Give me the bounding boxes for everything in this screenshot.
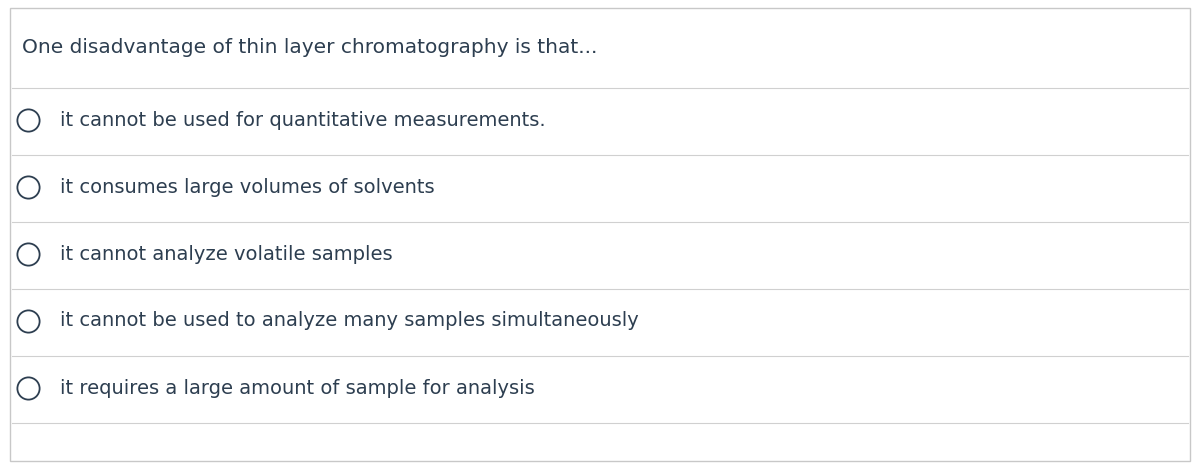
- Text: it consumes large volumes of solvents: it consumes large volumes of solvents: [60, 177, 434, 197]
- Text: One disadvantage of thin layer chromatography is that...: One disadvantage of thin layer chromatog…: [22, 38, 598, 57]
- Text: it cannot analyze volatile samples: it cannot analyze volatile samples: [60, 244, 392, 264]
- FancyBboxPatch shape: [10, 8, 1190, 461]
- Text: it cannot be used to analyze many samples simultaneously: it cannot be used to analyze many sample…: [60, 311, 638, 331]
- Text: it cannot be used for quantitative measurements.: it cannot be used for quantitative measu…: [60, 111, 546, 129]
- Text: it requires a large amount of sample for analysis: it requires a large amount of sample for…: [60, 378, 535, 398]
